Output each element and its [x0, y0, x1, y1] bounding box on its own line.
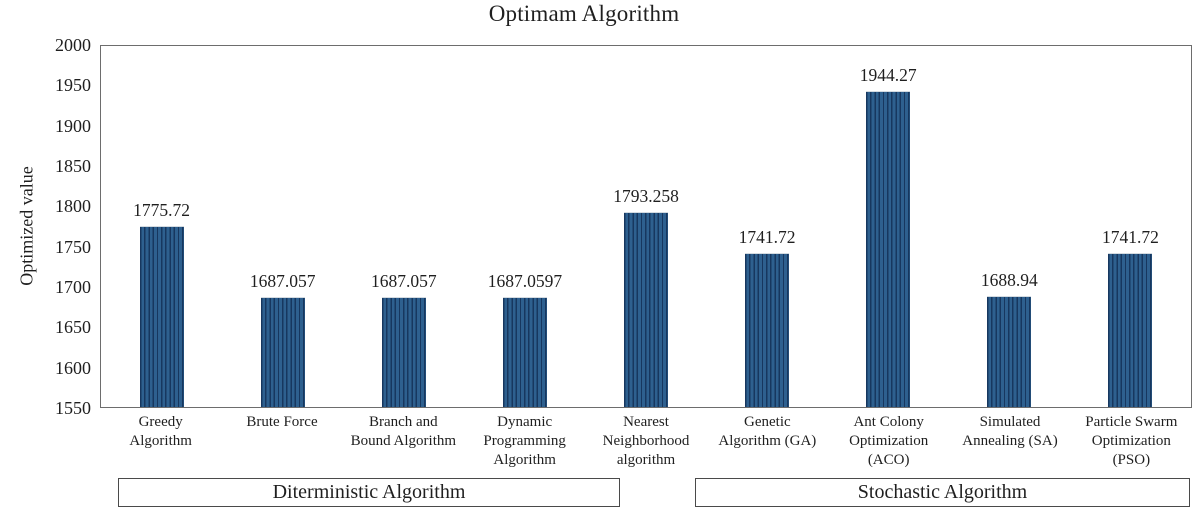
group-box-stochastic-label: Stochastic Algorithm: [857, 481, 1028, 503]
x-axis-category-label: Dynamic Programming Algorithm: [483, 414, 566, 468]
x-axis-category-label: Simulated Annealing (SA): [962, 414, 1058, 449]
group-box-deterministic: Diterministic Algorithm: [118, 478, 620, 507]
y-axis-tick-label: 1900: [55, 115, 91, 136]
x-axis-category-label: Branch and Bound Algorithm: [350, 414, 457, 449]
x-axis-category-label: Genetic Algorithm (GA): [718, 414, 817, 449]
bar: [502, 297, 547, 407]
plot-area: 1775.72 1687.057 1687.057 1687.0597 1793.258…: [100, 45, 1192, 408]
x-axis-category-label: Ant Colony Optimization (ACO): [849, 414, 929, 468]
group-box-stochastic: Stochastic Algorithm: [695, 478, 1190, 507]
bar-value-label: 1793.258: [613, 185, 679, 206]
bar-value-label: 1687.0597: [487, 271, 563, 292]
bar: [381, 297, 426, 407]
y-axis-tick-label: 1950: [55, 75, 91, 96]
bar-value-label: 1741.72: [738, 227, 796, 248]
group-label-row: Diterministic Algorithm Stochastic Algor…: [100, 478, 1192, 509]
y-axis-tick-label: 1850: [55, 156, 91, 176]
bar-value-label: 1775.72: [133, 199, 190, 220]
y-axis-tick-label: 1550: [55, 398, 91, 418]
x-axis-category-label: Nearest Neighborhood algorithm: [602, 414, 690, 468]
bar-value-label: 1687.057: [249, 271, 316, 292]
bar-value-label: 1944.27: [859, 64, 917, 85]
y-axis-tick-label: 2000: [55, 35, 91, 55]
bar-value-label: 1687.057: [370, 271, 437, 292]
chart-title: Optimam Algorithm: [488, 1, 680, 26]
y-axis-ticks: 2000 1950 1900 1850 1800 1750 1700 1650 1600 1550: [0, 36, 91, 417]
bar: [866, 90, 911, 407]
bar: [624, 211, 668, 407]
x-axis-labels: Greedy Algorithm Brute Force Branch and Bo…: [100, 413, 1192, 477]
bar: [745, 253, 790, 407]
bar-value-label: 1741.72: [1102, 227, 1159, 248]
x-axis-category-label: Particle Swarm Optimization (PSO): [1085, 414, 1178, 468]
bar: [260, 297, 305, 407]
bar: [1108, 253, 1153, 407]
y-axis-tick-label: 1750: [55, 236, 91, 257]
bar-value-label: 1688.94: [980, 269, 1038, 290]
x-axis-category-label: Greedy Algorithm: [129, 414, 192, 449]
x-axis-category-label: Brute Force: [246, 414, 318, 430]
bar: [987, 295, 1032, 407]
group-box-deterministic-label: Diterministic Algorithm: [272, 481, 466, 503]
bar: [139, 225, 184, 407]
y-axis-tick-label: 1800: [55, 196, 91, 217]
y-axis-tick-label: 1600: [55, 357, 91, 378]
y-axis-tick-label: 1700: [55, 277, 91, 297]
y-axis-tick-label: 1650: [55, 317, 91, 338]
